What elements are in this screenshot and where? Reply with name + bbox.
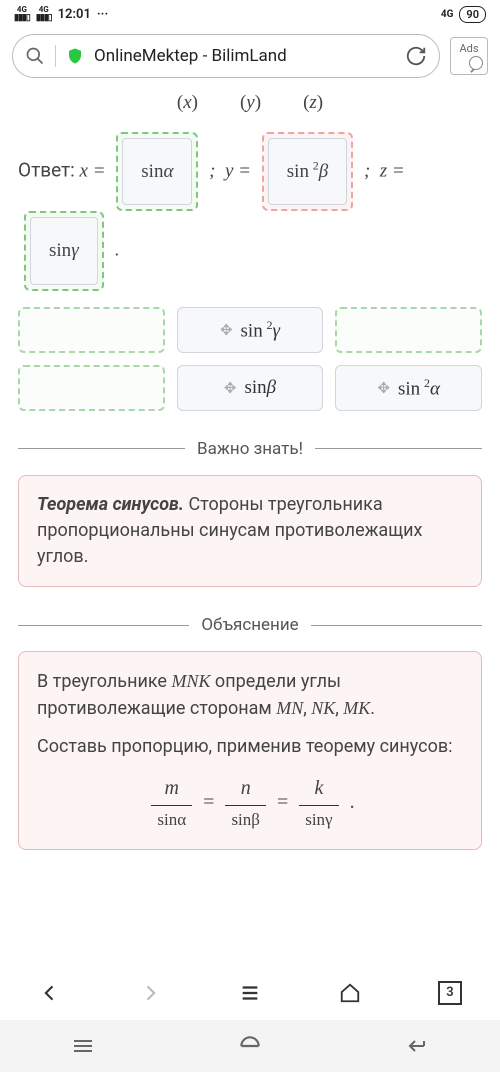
variable-row: x y z [18,92,482,114]
system-nav [0,1020,500,1072]
sine-equation: msinα = nsinβ = ksinγ . [37,774,463,833]
home-button[interactable] [333,976,367,1010]
slot-z[interactable]: sinγ [24,211,104,290]
browser-nav: 3 [0,964,500,1020]
page-content: x y z Ответ: x = sinα ; y = sin 2β ; z =… [0,92,500,850]
move-icon: ✥ [377,379,390,397]
divider-explain: Объяснение [18,615,482,635]
address-bar[interactable]: OnlineMektep - BilimLand [12,34,440,78]
var-z: z [303,92,323,114]
var-x: x [177,92,198,114]
ads-blocker-icon[interactable]: Ads [450,37,488,75]
explain-box: В треугольнике MNK определи углы противо… [18,651,482,850]
search-icon [25,46,45,66]
y-eq: ; y = [209,161,256,182]
answer-line: Ответ: x = sinα ; y = sin 2β ; z = sinγ … [18,132,482,291]
drop-slot-1[interactable] [18,307,165,353]
slot-y[interactable]: sin 2β [262,132,353,211]
status-bar: 4G▮▮▮▯ 4G▮▮▮▯ 12:01 ··· 4G 90 [0,0,500,28]
move-icon: ✥ [224,379,237,397]
net-indicator: 4G [441,9,454,20]
drag-tile-sin2alpha[interactable]: ✥sin 2α [335,365,482,411]
x-eq: x = [80,161,111,182]
status-right: 4G 90 [441,6,486,23]
sys-home-button[interactable] [230,1026,270,1066]
theorem-box: Теорема синусов. Стороны треугольника пр… [18,475,482,587]
sys-back-button[interactable] [397,1026,437,1066]
recent-apps-button[interactable] [63,1026,103,1066]
status-time: 12:01 [58,7,91,22]
drag-area: ✥sin 2γ ✥sinβ ✥sin 2α [18,307,482,411]
answer-period: . [114,238,119,261]
drop-slot-3[interactable] [18,365,165,411]
forward-button[interactable] [133,976,167,1010]
status-more-icon: ··· [97,7,108,22]
drag-tile-sinbeta[interactable]: ✥sinβ [177,365,324,411]
battery-icon: 90 [459,6,486,23]
explain-p2: Составь пропорцию, применив теорему сину… [37,734,463,760]
signal-2: 4G▮▮▮▯ [36,6,52,23]
back-button[interactable] [33,976,67,1010]
status-left: 4G▮▮▮▯ 4G▮▮▮▯ 12:01 ··· [14,6,108,23]
page-title: OnlineMektep - BilimLand [94,46,395,66]
address-separator [55,45,56,67]
menu-button[interactable] [233,976,267,1010]
drop-slot-2[interactable] [335,307,482,353]
signal-1: 4G▮▮▮▯ [14,6,30,23]
divider-important: Важно знать! [18,439,482,459]
reload-icon[interactable] [405,45,427,67]
theorem-title: Теорема синусов. [37,494,184,515]
address-row: OnlineMektep - BilimLand Ads [0,28,500,88]
move-icon: ✥ [220,321,233,339]
answer-label: Ответ: [18,159,75,182]
var-y: y [240,92,261,114]
tabs-button[interactable]: 3 [433,976,467,1010]
z-eq: ; z = [364,161,405,182]
drag-tile-sin2gamma[interactable]: ✥sin 2γ [177,307,324,353]
slot-x[interactable]: sinα [116,132,198,211]
shield-icon [66,47,84,65]
explain-p1: В треугольнике MNK определи углы противо… [37,668,463,722]
